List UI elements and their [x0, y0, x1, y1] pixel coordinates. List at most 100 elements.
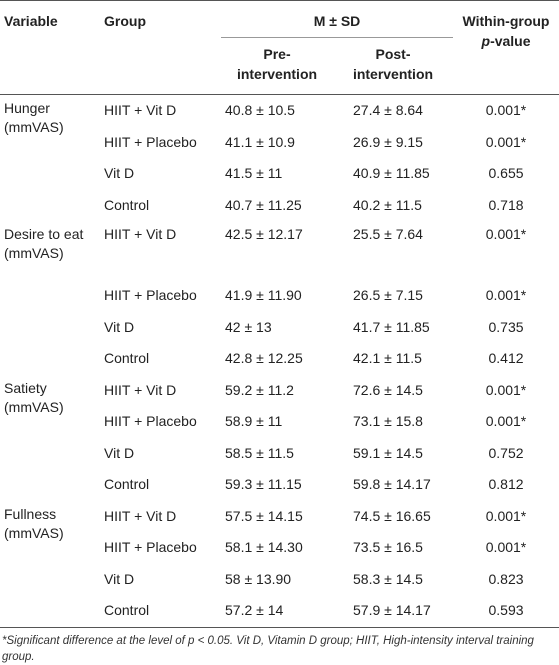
- variable-cell: [0, 564, 100, 596]
- variable-label: Hunger (mmVAS): [4, 100, 64, 135]
- table-row: Vit D 58 ± 13.90 58.3 ± 14.5 0.823: [0, 564, 559, 596]
- variable-label: Satiety (mmVAS): [4, 379, 64, 415]
- header-cell: M ± SD: [313, 13, 361, 29]
- table-row: Control 59.3 ± 11.15 59.8 ± 14.17 0.812: [0, 469, 559, 501]
- table-cell: HIIT + Vit D: [104, 102, 177, 119]
- table-cell: 59.2 ± 11.2: [225, 381, 294, 398]
- table-cell: 42.8 ± 12.25: [225, 350, 303, 367]
- table-cell: 26.9 ± 9.15: [353, 133, 423, 150]
- table-row: Desire to eat (mmVAS) HIIT + Vit D 42.5 ± …: [0, 221, 559, 280]
- table-row: Control 57.2 ± 14 57.9 ± 14.17 0.593: [0, 595, 559, 627]
- header-cell: Pre- intervention: [221, 37, 333, 95]
- table-cell: 0.812: [488, 476, 524, 493]
- table-row: Vit D 58.5 ± 11.5 59.1 ± 14.5 0.752: [0, 438, 559, 470]
- header-line: Post-: [375, 46, 411, 62]
- table-cell: Vit D: [104, 165, 135, 182]
- table-row: Vit D 41.5 ± 11 40.9 ± 11.85 0.655: [0, 158, 559, 190]
- variable-cell: [0, 438, 100, 470]
- variable-cell: [0, 280, 100, 312]
- table-cell: 57.9 ± 14.17: [353, 602, 431, 619]
- table-cell: 0.001*: [485, 381, 527, 398]
- table-cell: 41.1 ± 10.9: [225, 133, 295, 150]
- table-cell: 0.001*: [485, 539, 527, 556]
- table-cell: 0.823: [488, 570, 524, 587]
- variable-label: Fullness (mmVAS): [4, 505, 64, 541]
- table-header: Variable Group M ± SD Within-group p-val…: [0, 0, 559, 95]
- variable-cell: [0, 312, 100, 344]
- table-cell: 58.9 ± 11: [225, 413, 283, 430]
- header-cell: Within-group p-value: [453, 1, 559, 95]
- table-cell: Control: [104, 602, 150, 619]
- table-row: Fullness (mmVAS) HIIT + Vit D 57.5 ± 14.15…: [0, 501, 559, 541]
- table-cell: HIIT + Placebo: [104, 539, 197, 556]
- table-cell: 41.7 ± 11.85: [353, 318, 430, 335]
- table-cell: 0.001*: [485, 102, 527, 119]
- table-cell: HIIT + Vit D: [104, 507, 177, 524]
- header-row: Variable Group M ± SD Within-group p-val…: [0, 1, 559, 49]
- table-cell: 0.718: [488, 196, 524, 213]
- table-cell: Control: [104, 476, 150, 493]
- table-cell: 59.8 ± 14.17: [353, 476, 431, 493]
- table-cell: 73.5 ± 16.5: [353, 539, 423, 556]
- variable-cell: Hunger (mmVAS): [0, 95, 100, 135]
- table-cell: 27.4 ± 8.64: [353, 102, 423, 119]
- table-cell: 57.5 ± 14.15: [225, 507, 303, 524]
- header-line: intervention: [352, 66, 434, 82]
- header-text: -value: [490, 33, 531, 49]
- variable-cell: [0, 532, 100, 564]
- table-cell: 59.1 ± 14.5: [353, 444, 423, 461]
- variable-cell: [0, 406, 100, 438]
- table-cell: Control: [104, 196, 150, 213]
- table-cell: HIIT + Vit D: [104, 226, 177, 242]
- table-cell: 26.5 ± 7.15: [353, 287, 423, 304]
- table-cell: 40.9 ± 11.85: [353, 165, 430, 182]
- variable-cell: [0, 469, 100, 501]
- table-row: HIIT + Placebo 41.1 ± 10.9 26.9 ± 9.15 0.00…: [0, 127, 559, 159]
- table-row: HIIT + Placebo 41.9 ± 11.90 26.5 ± 7.15 0.0…: [0, 280, 559, 312]
- table-cell: HIIT + Vit D: [104, 381, 177, 398]
- table-cell: HIIT + Placebo: [104, 133, 197, 150]
- table-cell: Vit D: [104, 318, 135, 335]
- data-table: Variable Group M ± SD Within-group p-val…: [0, 0, 559, 627]
- table-cell: 0.001*: [485, 287, 527, 304]
- footnote: *Significant difference at the level of …: [2, 634, 534, 663]
- table-cell: 40.8 ± 10.5: [225, 102, 295, 119]
- header-cell: Post- intervention: [333, 37, 454, 95]
- variable-cell: [0, 190, 100, 222]
- table-cell: 74.5 ± 16.65: [353, 507, 431, 524]
- table-row: Vit D 42 ± 13 41.7 ± 11.85 0.735: [0, 312, 559, 344]
- variable-cell: [0, 127, 100, 159]
- variable-cell: Desire to eat (mmVAS): [0, 221, 100, 280]
- variable-cell: [0, 343, 100, 375]
- table-row: Hunger (mmVAS) HIIT + Vit D 40.8 ± 10.5 27.…: [0, 95, 559, 135]
- table-cell: 40.2 ± 11.5: [353, 196, 422, 213]
- table-cell: 41.5 ± 11: [225, 165, 283, 182]
- table-cell: 0.593: [488, 602, 524, 619]
- variable-cell: [0, 595, 100, 627]
- italic-p: p: [481, 33, 491, 49]
- header-line: Within-group: [462, 13, 550, 29]
- table-cell: 0.752: [488, 444, 524, 461]
- table-row: Control 42.8 ± 12.25 42.1 ± 11.5 0.412: [0, 343, 559, 375]
- variable-cell: Fullness (mmVAS): [0, 501, 100, 541]
- table-cell: 42 ± 13: [225, 318, 272, 335]
- table-cell: 0.655: [488, 165, 524, 182]
- header-cell: Group: [104, 13, 146, 29]
- table-cell: 0.735: [488, 318, 524, 335]
- table-cell: 42.1 ± 11.5: [353, 350, 422, 367]
- header-row: Pre- intervention Post- intervention: [0, 37, 559, 95]
- table-cell: 0.412: [488, 350, 524, 367]
- table-cell: 58.1 ± 14.30: [225, 539, 303, 556]
- table-cell: 58.3 ± 14.5: [353, 570, 423, 587]
- header-line: intervention: [236, 66, 318, 82]
- variable-label: Desire to eat (mmVAS): [4, 226, 84, 261]
- table-cell: HIIT + Placebo: [104, 287, 197, 304]
- table-cell: 58.5 ± 11.5: [225, 444, 294, 461]
- table-cell: Control: [104, 350, 150, 367]
- table-row: HIIT + Placebo 58.1 ± 14.30 73.5 ± 16.5 0.0…: [0, 532, 559, 564]
- header-line: Pre-: [263, 46, 291, 62]
- table-cell: 57.2 ± 14: [225, 602, 284, 619]
- variable-cell: Satiety (mmVAS): [0, 375, 100, 415]
